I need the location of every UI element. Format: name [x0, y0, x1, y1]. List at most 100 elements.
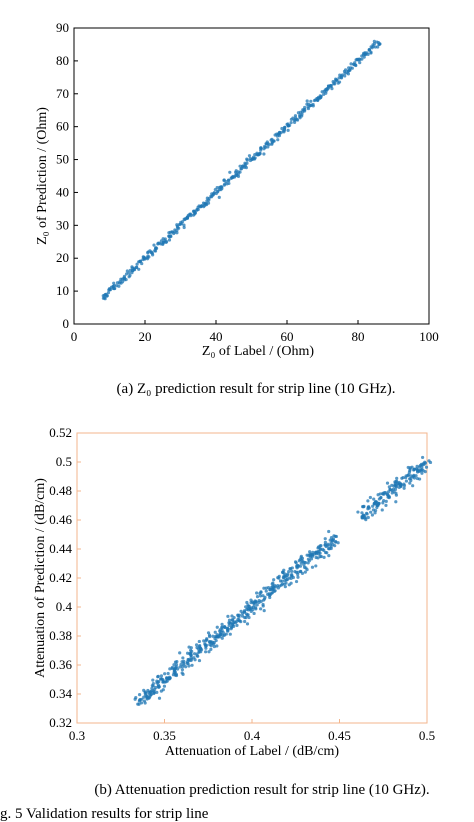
chart-attenuation-point [323, 537, 327, 541]
chart-attenuation-point [154, 685, 158, 690]
chart-z0-point [120, 280, 125, 284]
chart-attenuation-point [314, 564, 318, 568]
chart-attenuation-point [333, 544, 337, 548]
chart-attenuation-x-tick-label: 0.3 [69, 728, 85, 743]
chart-attenuation-point [172, 663, 176, 667]
chart-attenuation-point [291, 575, 295, 580]
chart-z0-point [227, 181, 231, 186]
chart-z0-point [266, 141, 270, 146]
chart-z0-point [135, 262, 139, 266]
chart-z0-point [150, 251, 155, 255]
chart-attenuation-point [173, 667, 177, 671]
chart-attenuation-point [264, 589, 268, 593]
chart-attenuation-point [290, 569, 294, 573]
chart-z0-point [196, 207, 200, 212]
chart-z0-y-tick-label: 10 [56, 283, 69, 298]
chart-attenuation-point [204, 644, 208, 648]
chart-attenuation-point [379, 496, 383, 500]
chart-attenuation-point [182, 659, 186, 663]
chart-attenuation-point [297, 559, 301, 563]
chart-attenuation-point [273, 583, 277, 588]
chart-attenuation-point [244, 616, 248, 620]
chart-attenuation-point [157, 680, 161, 684]
chart-attenuation-point [181, 656, 185, 660]
chart-attenuation-caption: (b) Attenuation prediction result for st… [94, 782, 429, 798]
chart-attenuation-point [223, 625, 227, 630]
chart-z0-point [343, 74, 347, 78]
chart-attenuation-ylabel: Attenuation of Prediction / (dB/cm) [33, 478, 48, 678]
chart-attenuation-y-tick-label: 0.48 [49, 483, 72, 498]
chart-z0-point [130, 271, 134, 275]
chart-attenuation-point [150, 686, 154, 691]
chart-attenuation-point [240, 614, 245, 618]
chart-attenuation-y-tick-label: 0.52 [49, 425, 72, 440]
chart-z0-x-tick-label: 80 [352, 329, 365, 344]
chart-attenuation-point [165, 677, 169, 681]
chart-attenuation-point [428, 460, 433, 465]
chart-attenuation-point [415, 468, 420, 472]
chart-attenuation-point [414, 474, 418, 478]
chart-attenuation-point [242, 609, 247, 613]
chart-attenuation-point [189, 653, 193, 657]
chart-attenuation-y-tick-label: 0.5 [56, 454, 72, 469]
chart-attenuation-point [140, 697, 144, 701]
chart-attenuation-point [311, 550, 315, 554]
chart-attenuation-point [329, 535, 334, 540]
chart-attenuation-point [319, 544, 323, 548]
chart-z0-point [219, 188, 223, 192]
chart-attenuation-point [273, 589, 277, 593]
chart-z0-point [353, 63, 358, 67]
chart-z0-point [140, 261, 144, 266]
chart-attenuation-point [302, 563, 306, 567]
chart-z0-point [217, 195, 221, 200]
figure-footer: g. 5 Validation results for strip line [0, 806, 209, 822]
chart-z0-point [109, 285, 114, 289]
chart-z0-point [327, 86, 331, 90]
chart-attenuation-point [236, 613, 240, 617]
chart-attenuation-point [385, 481, 390, 485]
chart-z0-point [258, 151, 262, 156]
chart-attenuation-point [149, 690, 153, 694]
chart-attenuation-point [276, 586, 280, 590]
chart-z0-point [270, 137, 274, 141]
chart-z0-point [152, 243, 156, 247]
chart-attenuation-point [157, 696, 162, 700]
chart-attenuation-point [189, 646, 193, 650]
chart-attenuation-point [296, 565, 300, 569]
chart-attenuation-point [382, 498, 386, 503]
chart-z0-point [239, 167, 244, 171]
chart-attenuation-point [261, 598, 266, 602]
chart-attenuation-point [327, 529, 331, 534]
chart-attenuation-point [419, 462, 424, 466]
chart-attenuation-point [180, 668, 185, 672]
chart-z0-point [376, 45, 380, 49]
chart-attenuation-point [245, 600, 249, 605]
chart-attenuation-y-tick-label: 0.38 [49, 628, 72, 643]
chart-z0-point [113, 286, 117, 291]
chart-z0-point [223, 182, 227, 186]
chart-attenuation-point [168, 667, 172, 671]
chart-attenuation-point [220, 626, 224, 630]
chart-attenuation-point [424, 465, 429, 469]
chart-z0-point [291, 116, 295, 120]
chart-z0-point [305, 99, 309, 103]
chart-attenuation-point [289, 581, 293, 585]
chart-attenuation-point [271, 581, 275, 585]
chart-z0-y-tick-label: 20 [56, 250, 69, 265]
chart-attenuation-point [310, 565, 315, 569]
chart-attenuation-point [152, 690, 156, 694]
chart-attenuation-x-tick-label: 0.4 [244, 728, 261, 743]
chart-attenuation-point [161, 688, 165, 692]
chart-attenuation-point [194, 643, 199, 647]
chart-attenuation-point [387, 485, 391, 489]
chart-attenuation-point [393, 487, 397, 492]
chart-z0-y-tick-label: 90 [56, 20, 69, 35]
chart-attenuation-point [365, 512, 369, 516]
chart-z0-point [247, 154, 252, 158]
chart-attenuation-point [372, 497, 376, 501]
chart-z0-point [259, 148, 263, 152]
chart-attenuation-point [276, 576, 280, 580]
chart-attenuation-point [179, 662, 183, 667]
chart-attenuation-point [232, 615, 236, 620]
chart-z0-point [270, 142, 274, 146]
